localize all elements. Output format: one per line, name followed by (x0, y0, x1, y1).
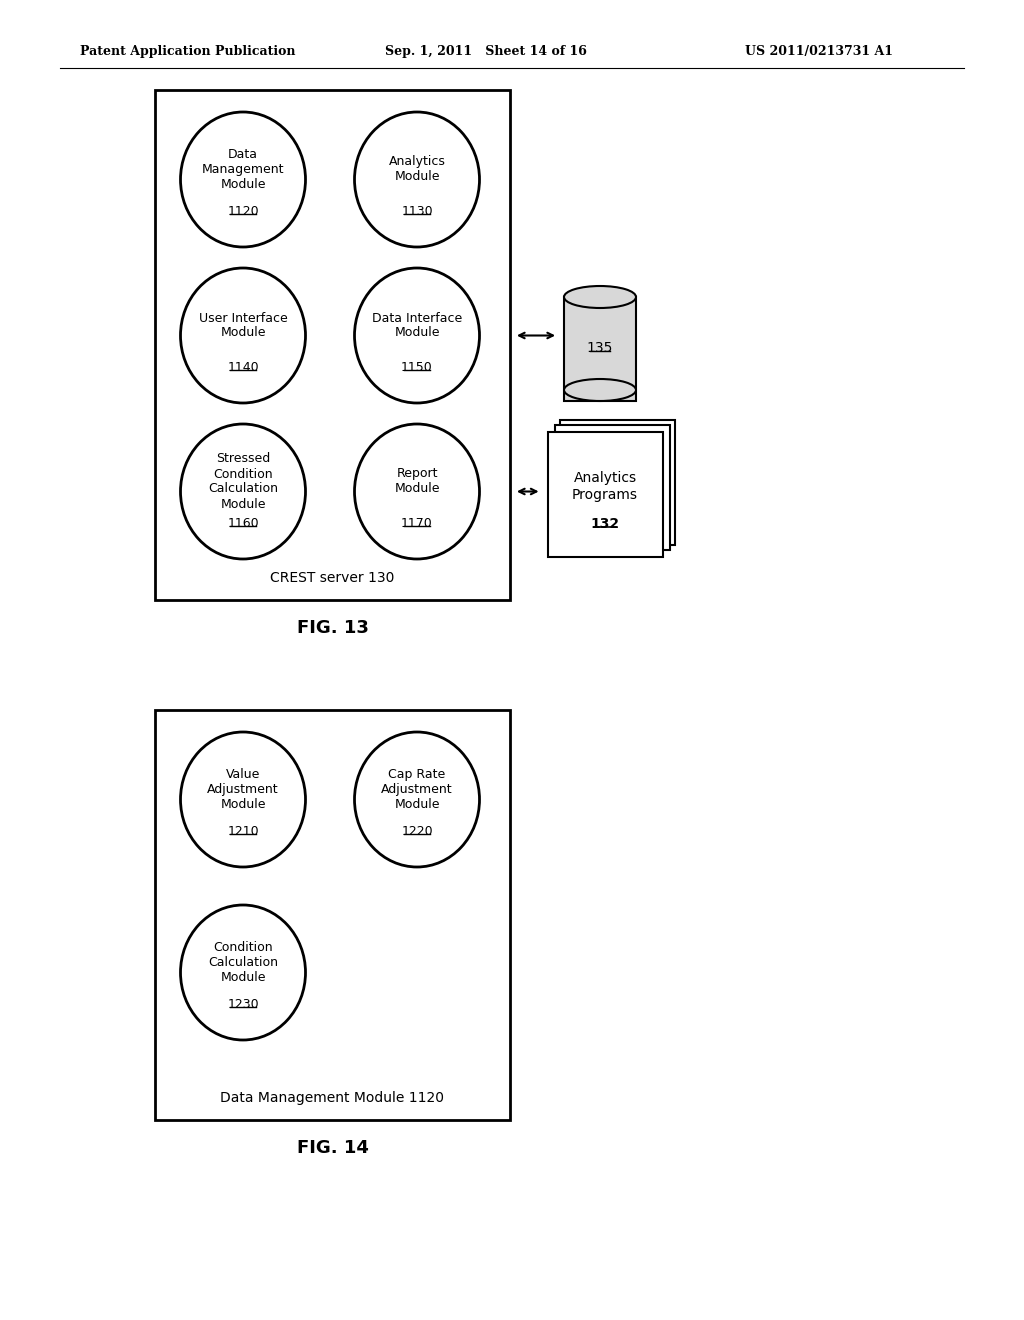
Text: 1160: 1160 (227, 517, 259, 531)
Text: User Interface
Module: User Interface Module (199, 312, 288, 339)
Text: Cap Rate
Adjustment
Module: Cap Rate Adjustment Module (381, 768, 453, 810)
Text: 1220: 1220 (401, 825, 433, 838)
Ellipse shape (564, 379, 636, 401)
Bar (555, 425, 670, 550)
Text: Sep. 1, 2011   Sheet 14 of 16: Sep. 1, 2011 Sheet 14 of 16 (385, 45, 587, 58)
Text: Data Management Module 1120: Data Management Module 1120 (220, 1092, 444, 1105)
Ellipse shape (354, 268, 479, 403)
Bar (559, 420, 675, 545)
Ellipse shape (180, 906, 305, 1040)
Text: Condition
Calculation
Module: Condition Calculation Module (208, 941, 278, 983)
Text: FIG. 14: FIG. 14 (297, 1139, 369, 1158)
Bar (564, 297, 636, 401)
Ellipse shape (180, 268, 305, 403)
Text: 1230: 1230 (227, 998, 259, 1011)
Text: 1210: 1210 (227, 825, 259, 838)
Text: 1140: 1140 (227, 360, 259, 374)
Ellipse shape (180, 733, 305, 867)
Ellipse shape (354, 112, 479, 247)
Text: US 2011/0213731 A1: US 2011/0213731 A1 (745, 45, 893, 58)
Ellipse shape (354, 733, 479, 867)
Ellipse shape (564, 286, 636, 308)
Ellipse shape (180, 112, 305, 247)
Ellipse shape (354, 424, 479, 558)
Text: Value
Adjustment
Module: Value Adjustment Module (207, 768, 279, 810)
Text: 1150: 1150 (401, 360, 433, 374)
Text: 1120: 1120 (227, 205, 259, 218)
Text: Analytics
Module: Analytics Module (388, 156, 445, 183)
Text: 1130: 1130 (401, 205, 433, 218)
Bar (548, 432, 663, 557)
Text: Data Interface
Module: Data Interface Module (372, 312, 462, 339)
Text: 1170: 1170 (401, 517, 433, 531)
Text: 132: 132 (591, 517, 620, 532)
Ellipse shape (180, 424, 305, 558)
Text: FIG. 13: FIG. 13 (297, 619, 369, 638)
Text: CREST server 130: CREST server 130 (270, 572, 394, 585)
Text: Stressed
Condition
Calculation
Module: Stressed Condition Calculation Module (208, 453, 278, 511)
Text: Analytics
Programs: Analytics Programs (572, 471, 638, 502)
Text: Report
Module: Report Module (394, 467, 439, 495)
Text: Data
Management
Module: Data Management Module (202, 148, 285, 191)
Text: 135: 135 (587, 342, 613, 355)
Text: Patent Application Publication: Patent Application Publication (80, 45, 296, 58)
Bar (155, 710, 510, 1119)
Bar (155, 90, 510, 601)
